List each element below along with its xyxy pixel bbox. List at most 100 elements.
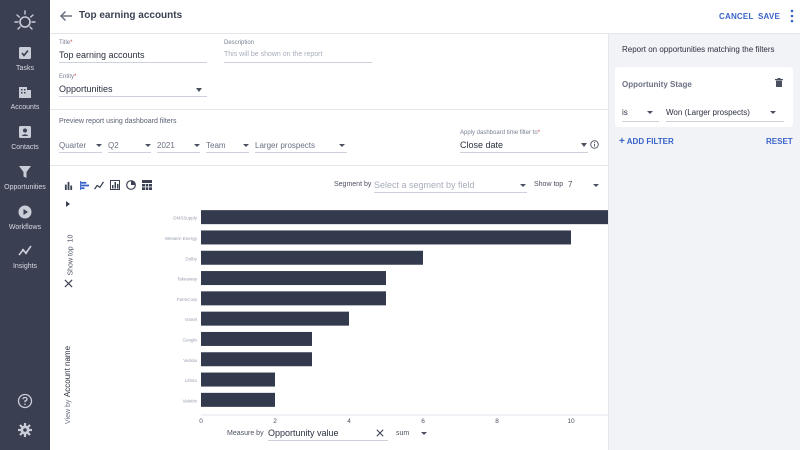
segment-label: Segment by — [334, 181, 372, 188]
measure-by-select[interactable]: Opportunity value — [268, 428, 339, 438]
bar[interactable] — [201, 372, 275, 387]
y-tick-label: Takeaway — [177, 277, 198, 282]
pie-chart-icon[interactable] — [126, 180, 136, 190]
filter-field-label: Opportunity Stage — [622, 80, 692, 89]
horizontal-bar-chart-icon[interactable] — [80, 181, 89, 190]
nav-item-opportunities[interactable]: Opportunities — [0, 164, 50, 191]
prospects-select[interactable]: Larger prospects — [255, 141, 316, 150]
nav-item-contacts[interactable]: Contacts — [0, 124, 50, 151]
bar-chart: OMSSupply Western Energy Dolby Takeaway Farm… — [165, 210, 610, 425]
view-by-group[interactable]: View by Account name — [62, 344, 72, 424]
bar[interactable] — [201, 352, 312, 367]
entity-chevron-down-icon[interactable] — [196, 88, 202, 92]
aggregation-select[interactable]: sum — [396, 430, 410, 437]
vertical-bar-chart-icon[interactable] — [64, 181, 73, 190]
year-underline — [157, 152, 200, 153]
quarter-select[interactable]: Quarter — [59, 141, 87, 150]
nav-item-tasks[interactable]: Tasks — [0, 45, 50, 72]
bar[interactable] — [201, 331, 312, 346]
description-input[interactable]: This will be shown on the report — [224, 51, 323, 58]
filter-value-chevron-down-icon[interactable] — [770, 111, 776, 114]
cancel-button[interactable]: CANCEL — [719, 12, 754, 21]
add-filter-button[interactable]: + ADD FILTER — [619, 136, 674, 147]
workflows-icon — [18, 205, 32, 219]
y-tick-label: Googlo — [182, 337, 197, 342]
insights-icon — [18, 245, 32, 256]
show-top-label: Show top — [534, 181, 564, 188]
filters-heading: Report on opportunities matching the fil… — [622, 45, 775, 54]
prospects-chevron-down-icon[interactable] — [339, 144, 345, 147]
title-input[interactable]: Top earning accounts — [59, 50, 145, 60]
bar[interactable] — [201, 311, 349, 326]
show-top-select[interactable]: 7 — [568, 180, 573, 189]
year-chevron-down-icon[interactable] — [194, 144, 200, 147]
nav-item-accounts[interactable]: Accounts — [0, 84, 50, 111]
q-chevron-down-icon[interactable] — [145, 144, 151, 147]
table-chart-icon[interactable] — [110, 180, 120, 190]
reset-button[interactable]: RESET — [766, 137, 793, 146]
x-tick-label: 4 — [347, 418, 351, 425]
grid-table-icon[interactable] — [142, 180, 152, 190]
page-title: Top earning accounts — [79, 10, 183, 21]
info-icon[interactable] — [590, 140, 599, 149]
q-select[interactable]: Q2 — [108, 141, 119, 150]
filter-operator-select[interactable]: is — [622, 108, 628, 117]
time-filter-label: Apply dashboard time filter to* — [460, 130, 541, 136]
y-tick-label: Valettiv — [183, 398, 198, 403]
x-tick-label: 8 — [495, 418, 499, 425]
trash-icon[interactable] — [775, 78, 783, 87]
top-bar: Top earning accounts CANCEL SAVE — [50, 0, 800, 34]
bar[interactable] — [201, 210, 608, 225]
bar[interactable] — [201, 291, 386, 306]
segment-underline — [374, 192, 527, 193]
show-top-chevron-down-icon[interactable] — [593, 184, 599, 187]
segment-chevron-down-icon[interactable] — [520, 184, 526, 187]
close-icon[interactable] — [64, 279, 73, 288]
help-icon[interactable] — [17, 393, 33, 409]
nav-label-contacts: Contacts — [11, 144, 39, 151]
y-tick-label: Western Energy — [165, 236, 198, 241]
nav-item-insights[interactable]: Insights — [0, 243, 50, 270]
view-by-value: Account name — [63, 345, 72, 398]
team-underline — [206, 152, 249, 153]
save-button[interactable]: SAVE — [758, 12, 780, 21]
expand-arrow-icon[interactable] — [66, 201, 70, 207]
time-filter-underline — [460, 152, 588, 153]
operator-chevron-down-icon[interactable] — [647, 111, 653, 114]
entity-label: Entity* — [59, 74, 77, 80]
line-chart-icon[interactable] — [94, 181, 104, 190]
nav-item-workflows[interactable]: Workflows — [0, 204, 50, 231]
y-tick-label: Dolby — [185, 256, 197, 261]
opportunities-icon — [19, 166, 31, 178]
y-tick-label: FarmCorp — [177, 297, 198, 302]
segment-select[interactable]: Select a segment by field — [374, 180, 475, 190]
add-filter-label: ADD FILTER — [626, 137, 674, 146]
description-underline — [224, 62, 372, 63]
filter-card: Opportunity Stage is Won (Larger prospec… — [615, 67, 793, 127]
x-tick-label: 2 — [273, 418, 277, 425]
prospects-underline — [255, 152, 347, 153]
divider — [50, 109, 608, 110]
entity-select[interactable]: Opportunities — [59, 84, 113, 94]
time-filter-chevron-down-icon[interactable] — [581, 143, 587, 147]
nav-label-accounts: Accounts — [10, 104, 40, 111]
bar[interactable] — [201, 230, 571, 245]
back-arrow-icon[interactable] — [59, 10, 73, 22]
q-underline — [108, 152, 151, 153]
y-tick-label: Litfoto — [185, 378, 198, 383]
bar[interactable] — [201, 250, 423, 265]
title-underline — [59, 62, 207, 63]
team-select[interactable]: Team — [206, 141, 226, 150]
team-chevron-down-icon[interactable] — [243, 144, 249, 147]
more-options-icon[interactable] — [790, 9, 794, 23]
settings-gear-icon[interactable] — [17, 422, 33, 438]
aggregation-chevron-down-icon[interactable] — [421, 432, 427, 435]
filter-value-select[interactable]: Won (Larger prospects) — [666, 108, 750, 117]
year-select[interactable]: 2021 — [157, 141, 175, 150]
bar[interactable] — [201, 392, 275, 407]
quarter-chevron-down-icon[interactable] — [96, 144, 102, 147]
time-filter-select[interactable]: Close date — [460, 140, 504, 150]
contacts-icon — [19, 126, 31, 138]
bar[interactable] — [201, 271, 386, 286]
clear-measure-close-icon[interactable] — [376, 429, 384, 437]
